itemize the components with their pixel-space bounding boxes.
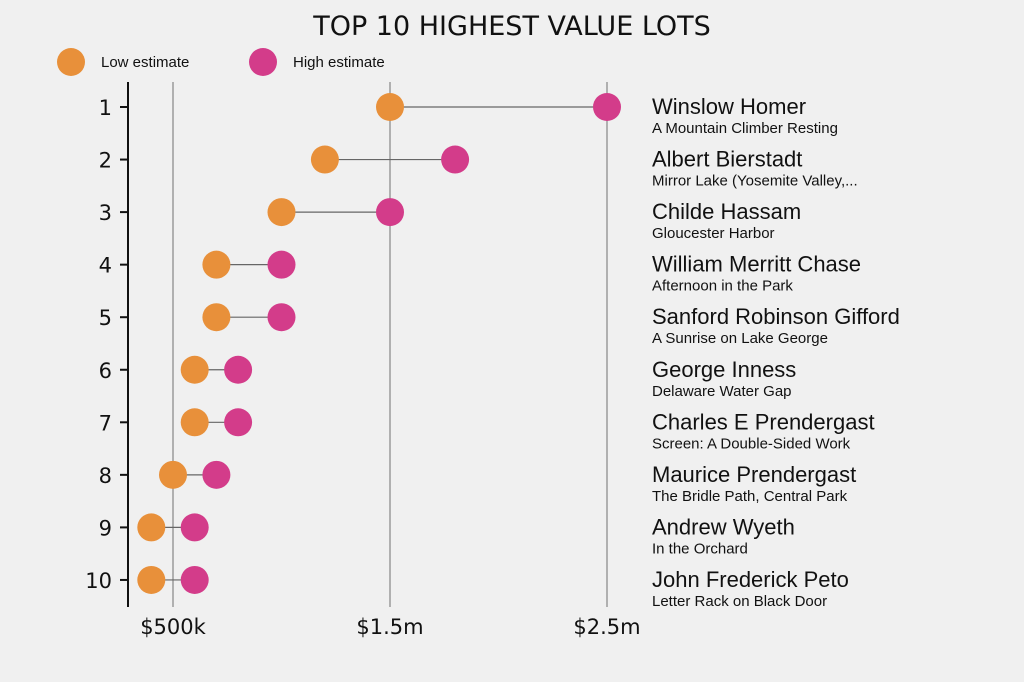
low-estimate-point xyxy=(202,250,231,279)
work-title: Delaware Water Gap xyxy=(652,383,792,400)
rank-label: 5 xyxy=(99,306,112,330)
legend: Low estimate High estimate xyxy=(57,48,385,76)
legend-high-label: High estimate xyxy=(293,54,385,71)
rank-label: 4 xyxy=(99,254,112,278)
work-title: The Bridle Path, Central Park xyxy=(652,488,848,505)
chart-title: TOP 10 HIGHEST VALUE LOTS xyxy=(312,11,711,42)
work-title: In the Orchard xyxy=(652,540,748,557)
x-tick-label: $1.5m xyxy=(356,615,423,639)
high-estimate-point xyxy=(267,250,296,279)
rank-label: 6 xyxy=(99,359,112,383)
x-tick-label: $500k xyxy=(140,615,206,639)
artist-name: George Inness xyxy=(652,357,796,382)
low-estimate-point xyxy=(180,408,209,437)
high-estimate-point xyxy=(224,355,253,384)
high-estimate-point xyxy=(441,145,470,174)
low-estimate-point xyxy=(376,93,404,121)
artist-name: William Merritt Chase xyxy=(652,252,861,277)
rank-label: 10 xyxy=(85,569,112,593)
artist-name: Maurice Prendergast xyxy=(652,462,856,487)
rank-label: 9 xyxy=(99,516,112,540)
legend-low-marker xyxy=(57,48,85,76)
low-estimate-point xyxy=(180,355,209,384)
rank-label: 2 xyxy=(99,149,112,173)
artist-name: Sanford Robinson Gifford xyxy=(652,304,900,329)
artist-name: Albert Bierstadt xyxy=(652,147,802,172)
work-title: Letter Rack on Black Door xyxy=(652,593,827,610)
legend-high-marker xyxy=(249,48,277,76)
work-title: Mirror Lake (Yosemite Valley,... xyxy=(652,173,858,190)
rank-label: 1 xyxy=(99,96,112,120)
legend-low-label: Low estimate xyxy=(101,54,189,71)
work-title: Gloucester Harbor xyxy=(652,225,775,242)
high-estimate-point xyxy=(267,303,296,332)
low-estimate-point xyxy=(267,198,296,227)
rank-label: 8 xyxy=(99,464,112,488)
high-estimate-point xyxy=(224,408,253,437)
high-estimate-point xyxy=(202,460,231,489)
low-estimate-point xyxy=(310,145,339,174)
artist-name: Andrew Wyeth xyxy=(652,514,795,539)
gridlines xyxy=(172,82,608,607)
artist-name: John Frederick Peto xyxy=(652,567,849,592)
artist-name: Charles E Prendergast xyxy=(652,409,875,434)
artist-name: Childe Hassam xyxy=(652,199,801,224)
work-title: Screen: A Double-Sided Work xyxy=(652,435,851,452)
low-estimate-point xyxy=(159,460,187,489)
high-estimate-point xyxy=(376,198,404,227)
high-estimate-point xyxy=(180,513,209,542)
x-axis-ticks: $500k $1.5m $2.5m xyxy=(140,615,640,639)
low-estimate-point xyxy=(202,303,231,332)
artist-name: Winslow Homer xyxy=(652,94,806,119)
work-title: Afternoon in the Park xyxy=(652,278,793,295)
high-estimate-point xyxy=(180,565,209,594)
x-tick-label: $2.5m xyxy=(573,615,640,639)
rank-label: 3 xyxy=(99,201,112,225)
rank-label: 7 xyxy=(99,411,112,435)
work-title: A Mountain Climber Resting xyxy=(652,120,838,137)
low-estimate-point xyxy=(137,565,166,594)
high-estimate-point xyxy=(593,93,621,121)
low-estimate-point xyxy=(137,513,166,542)
work-title: A Sunrise on Lake George xyxy=(652,330,828,347)
